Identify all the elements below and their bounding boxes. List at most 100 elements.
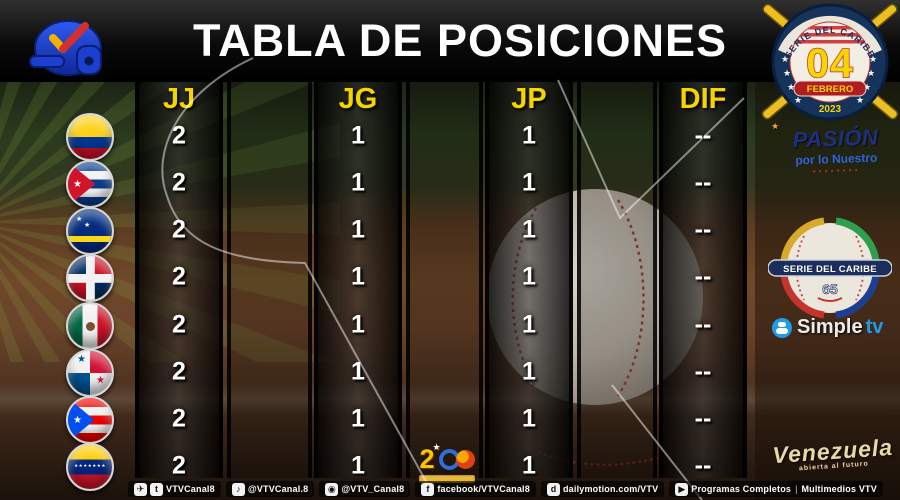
cell-jj: 2 [172, 262, 186, 290]
cell-dif: -- [694, 357, 712, 385]
bicentenario-logo: 2 ★ [414, 441, 480, 483]
check-red [59, 22, 89, 53]
social-dailymotion: d dailymotion.com/VTV [540, 481, 665, 497]
cell-jj: 2 [172, 310, 186, 338]
column-strip-jj [135, 82, 223, 478]
cell-jp: 1 [522, 215, 536, 243]
column-strip-gap-2 [406, 82, 483, 478]
column-strip-gap-1 [227, 82, 312, 478]
cell-jj: 2 [172, 215, 186, 243]
cell-dif: -- [694, 451, 712, 479]
dominican-republic-flag [66, 254, 114, 302]
cell-jg: 1 [351, 121, 365, 149]
serie-del-caribe-65-logo: SERIE DEL CARIBE 65 [768, 217, 892, 319]
page-title: TABLA DE POSICIONES [192, 15, 728, 66]
cell-jp: 1 [522, 404, 536, 432]
twitter-icon: t [150, 482, 163, 496]
cell-jg: 1 [351, 262, 365, 290]
cell-jj: 2 [172, 357, 186, 385]
svg-text:★: ★ [869, 54, 877, 64]
table-row: 2 1 1 -- [0, 442, 760, 491]
cell-jg: 1 [351, 357, 365, 385]
svg-text:★: ★ [863, 82, 871, 92]
table-row: 2 1 1 -- [0, 112, 760, 161]
svg-text:★: ★ [794, 95, 802, 105]
svg-text:★: ★ [787, 82, 795, 92]
telegram-icon: ✈ [134, 482, 147, 496]
simpletv-icon [772, 317, 792, 338]
cell-jj: 2 [172, 404, 186, 432]
cell-jg: 1 [351, 451, 365, 479]
cell-jg: 1 [351, 404, 365, 432]
cell-dif: -- [694, 310, 712, 338]
social-facebook: f facebook/VTVCanal8 [415, 481, 536, 497]
serie-caribe-banner-text: SERIE DEL CARIBE [783, 264, 877, 275]
youtube-icon: ▶ [675, 482, 689, 496]
cuba-flag [66, 160, 114, 208]
social-bar: ✈ t VTVCanal8 ♪ @VTVCanal.8 ◉ @VTV_Canal… [128, 479, 883, 499]
bicentenario-marks: 2 ★ [414, 441, 480, 474]
badge-day: 04 [806, 40, 854, 86]
cell-dif: -- [694, 215, 712, 243]
instagram-icon: ◉ [325, 482, 339, 496]
badge-month: FEBRERO [807, 84, 853, 95]
header-bar [0, 0, 900, 82]
table-row: 2 1 1 -- [0, 395, 760, 444]
column-header-jj: JJ [162, 83, 196, 115]
table-row: 2 1 1 -- [0, 206, 760, 255]
badge-year: 2023 [819, 104, 842, 115]
column-strip-jg [314, 82, 402, 478]
cell-dif: -- [694, 262, 712, 290]
divider: | [795, 484, 798, 494]
svg-text:★: ★ [781, 54, 789, 64]
facebook-icon: f [421, 482, 435, 496]
dailymotion-icon: d [546, 482, 560, 496]
cell-dif: -- [694, 404, 712, 432]
bicentenario-banner [419, 475, 475, 483]
column-strip-gap-3 [577, 82, 657, 478]
date-badge: ★★★★ ★★★★ SERIE DEL CARIBE 04 FEBRERO 20… [761, 3, 899, 121]
social-telegram-twitter: ✈ t VTVCanal8 [128, 481, 221, 497]
cell-jp: 1 [522, 262, 536, 290]
curacao-flag [66, 207, 114, 255]
column-strip-jp [485, 82, 573, 478]
table-row: 2 1 1 -- [0, 253, 760, 302]
star-icon: ★ [432, 441, 441, 452]
social-handle: @VTV_Canal8 [341, 484, 405, 494]
social-handle: dailymotion.com/VTV [562, 484, 659, 494]
simpletv-logo: Simple tv [772, 316, 883, 339]
table-row: 2 1 1 -- [0, 348, 760, 397]
mexico-flag [66, 302, 114, 350]
cell-jp: 1 [522, 168, 536, 196]
social-handle: Multimedios VTV [801, 484, 877, 494]
tiktok-icon: ♪ [231, 482, 245, 496]
column-header-jg: JG [338, 83, 378, 115]
cell-jg: 1 [351, 168, 365, 196]
social-handle: facebook/VTVCanal8 [437, 484, 530, 494]
cell-jj: 2 [172, 168, 186, 196]
colombia-flag [66, 113, 114, 161]
vtv-helmet-logo [29, 20, 102, 76]
cell-dif: -- [694, 168, 712, 196]
social-tiktok: ♪ @VTVCanal.8 [225, 481, 315, 497]
cell-jp: 1 [522, 310, 536, 338]
svg-text:★: ★ [783, 68, 791, 78]
cell-jp: 1 [522, 121, 536, 149]
cell-jp: 1 [522, 451, 536, 479]
simpletv-wordmark: Simple [797, 316, 863, 338]
cell-jj: 2 [172, 121, 186, 149]
cell-jp: 1 [522, 357, 536, 385]
table-row: 2 1 1 -- [0, 301, 760, 350]
venezuela-flag [66, 443, 114, 491]
social-handle: @VTVCanal.8 [247, 484, 309, 494]
panama-flag [66, 349, 114, 397]
puerto-rico-flag [66, 396, 114, 444]
svg-text:★: ★ [867, 68, 875, 78]
column-header-jp: JP [511, 83, 547, 115]
column-header-dif: DIF [679, 83, 727, 115]
cell-dif: -- [694, 121, 712, 149]
social-handle: Programas Completos [691, 484, 792, 494]
badge-stars: ★ ★ ★ ★ ★ ★ ★ ★ [781, 54, 877, 105]
bicentenario-digit: 2 ★ [419, 441, 441, 474]
